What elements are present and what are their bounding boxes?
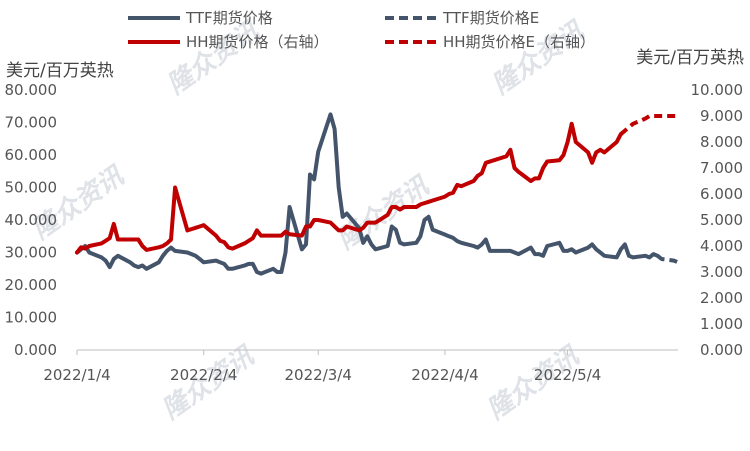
x-tick-label: 2022/4/4 — [411, 366, 478, 384]
y-left-tick-label: 50.000 — [5, 179, 58, 197]
series-line — [656, 254, 679, 265]
y-right-tick-label: 6.000 — [700, 185, 743, 203]
y-right-tick-label: 8.000 — [700, 133, 743, 151]
series-line — [75, 121, 623, 255]
y-left-tick-label: 70.000 — [5, 114, 58, 132]
y-left-tick-label: 60.000 — [5, 146, 58, 164]
axes: 0.000 10.000 20.000 30.000 40.000 50.000 60.00… — [5, 81, 744, 384]
watermark: 隆众资讯 — [162, 15, 266, 100]
legend: TTF期货价格 TTF期货价格E HH期货价格（右轴） HH期货价格E（右轴） — [128, 9, 595, 51]
y-right-tick-label: 0.000 — [700, 341, 743, 359]
series-line — [75, 112, 660, 276]
y-left-tick-label: 80.000 — [5, 81, 58, 99]
y-right-tick-label: 1.000 — [700, 315, 743, 333]
y-left-tick-label: 30.000 — [5, 244, 58, 262]
y-right-tick-label: 5.000 — [700, 211, 743, 229]
x-tick-label: 2022/2/4 — [170, 366, 237, 384]
x-tick-label: 2022/5/4 — [534, 366, 601, 384]
y-right-tick-label: 7.000 — [700, 159, 743, 177]
x-tick-label: 2022/3/4 — [285, 366, 352, 384]
series-line — [619, 114, 678, 136]
watermark: 隆众资讯 — [487, 15, 591, 100]
legend-label: HH期货价格E（右轴） — [443, 33, 595, 51]
legend-label: HH期货价格（右轴） — [186, 33, 329, 51]
y-left-tick-label: 40.000 — [5, 211, 58, 229]
y-right-tick-label: 10.000 — [691, 81, 744, 99]
series-layer — [75, 112, 679, 276]
y-right-tick-label: 3.000 — [700, 263, 743, 281]
legend-label: TTF期货价格 — [185, 9, 273, 27]
y-right-tick-label: 9.000 — [700, 107, 743, 125]
left-axis-unit: 美元/百万英热 — [6, 61, 114, 81]
x-tick-label: 2022/1/4 — [43, 366, 110, 384]
y-left-tick-label: 10.000 — [5, 309, 58, 327]
legend-label: TTF期货价格E — [442, 9, 539, 27]
y-right-tick-label: 2.000 — [700, 289, 743, 307]
right-axis-unit: 美元/百万英热 — [636, 48, 744, 68]
y-right-tick-label: 4.000 — [700, 237, 743, 255]
y-left-tick-label: 20.000 — [5, 276, 58, 294]
y-left-tick-label: 0.000 — [14, 341, 57, 359]
